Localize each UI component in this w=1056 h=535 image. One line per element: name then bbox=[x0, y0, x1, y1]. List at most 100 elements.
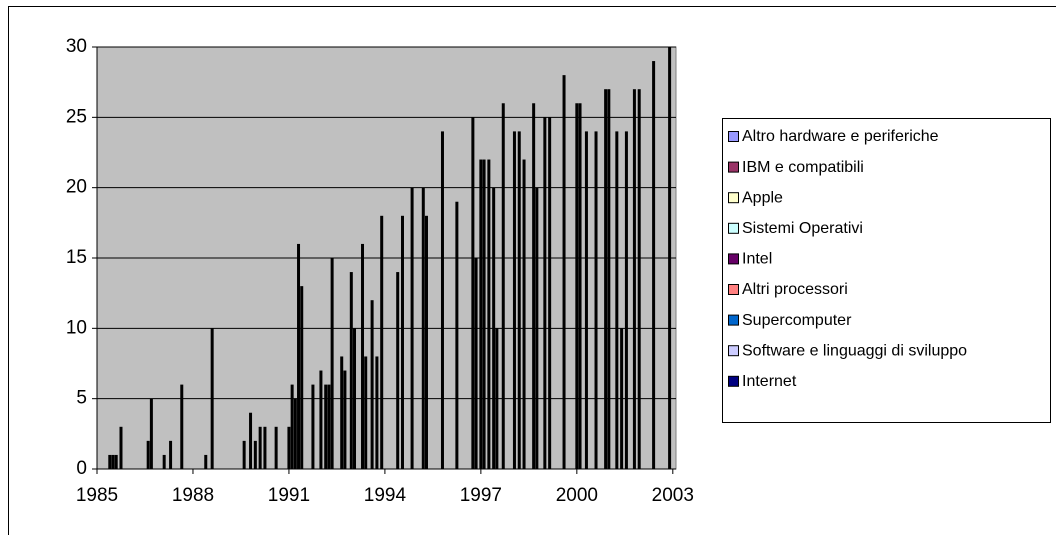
bar bbox=[111, 454, 115, 469]
x-tick-label: 1988 bbox=[172, 485, 214, 506]
bar bbox=[343, 370, 347, 469]
bar bbox=[522, 159, 526, 470]
legend-swatch bbox=[728, 222, 739, 234]
bar bbox=[543, 117, 547, 469]
bar bbox=[517, 131, 521, 469]
legend-label: Sistemi Operativi bbox=[742, 220, 863, 237]
legend-label: Altro hardware e periferiche bbox=[742, 128, 939, 145]
bar bbox=[421, 187, 425, 469]
bar bbox=[258, 426, 262, 469]
bar bbox=[349, 272, 353, 469]
y-tick-label: 20 bbox=[66, 177, 87, 198]
bar bbox=[297, 243, 301, 469]
bar bbox=[578, 103, 582, 470]
bar bbox=[380, 215, 384, 469]
bar bbox=[548, 117, 552, 469]
bar bbox=[492, 187, 496, 469]
bar bbox=[287, 426, 291, 469]
legend-swatch bbox=[728, 284, 739, 295]
x-tick-label: 2003 bbox=[652, 485, 694, 506]
legend-swatch bbox=[728, 253, 739, 265]
x-tick-label: 1985 bbox=[76, 485, 118, 506]
y-tick-label: 10 bbox=[66, 317, 87, 338]
bar bbox=[615, 131, 619, 469]
bar bbox=[501, 103, 505, 470]
x-tick-label: 1991 bbox=[268, 485, 310, 506]
bar bbox=[512, 131, 516, 469]
bar bbox=[249, 412, 253, 469]
legend bbox=[722, 118, 1051, 423]
x-tick-label: 1997 bbox=[460, 485, 502, 506]
bar bbox=[180, 384, 184, 469]
bar bbox=[440, 131, 444, 469]
bar bbox=[119, 426, 123, 469]
bar bbox=[471, 117, 475, 469]
bar bbox=[562, 75, 566, 469]
legend-swatch bbox=[728, 314, 739, 326]
bar bbox=[396, 272, 400, 469]
bar bbox=[495, 328, 499, 469]
bar bbox=[242, 440, 246, 469]
legend-label: Software e linguaggi di sviluppo bbox=[742, 342, 967, 359]
bar bbox=[410, 187, 414, 469]
bar bbox=[361, 243, 365, 469]
bar bbox=[311, 384, 315, 469]
bar bbox=[364, 356, 368, 469]
legend-label: Apple bbox=[742, 189, 783, 206]
bar bbox=[584, 131, 588, 469]
bar bbox=[479, 159, 483, 470]
bar bbox=[652, 61, 656, 470]
bar bbox=[340, 356, 344, 469]
y-tick-label: 5 bbox=[76, 388, 87, 409]
bar bbox=[114, 454, 118, 469]
legend-swatch bbox=[728, 345, 739, 357]
bar bbox=[210, 328, 214, 469]
bar bbox=[319, 370, 323, 469]
x-tick-label: 1994 bbox=[364, 485, 407, 506]
y-tick-label: 15 bbox=[66, 247, 87, 268]
bar bbox=[532, 103, 536, 470]
bar bbox=[474, 258, 478, 469]
bar bbox=[327, 384, 331, 469]
bar bbox=[400, 215, 404, 469]
legend-label: Internet bbox=[742, 373, 797, 390]
bar bbox=[487, 159, 491, 470]
bar bbox=[169, 440, 173, 469]
bar bbox=[620, 328, 624, 469]
bar bbox=[604, 89, 608, 469]
bar bbox=[330, 258, 334, 469]
bar bbox=[300, 286, 304, 469]
x-tick-label: 2000 bbox=[556, 485, 598, 506]
legend-swatch bbox=[728, 192, 739, 204]
bar bbox=[293, 398, 297, 469]
legend-swatch bbox=[728, 375, 739, 387]
bar bbox=[607, 89, 611, 469]
bar bbox=[424, 215, 428, 469]
bar bbox=[149, 398, 153, 469]
bar bbox=[535, 187, 539, 469]
bar bbox=[162, 454, 166, 469]
bar bbox=[146, 440, 150, 469]
legend-swatch bbox=[728, 131, 739, 142]
bar bbox=[353, 328, 357, 469]
y-tick-label: 30 bbox=[66, 36, 87, 57]
bar bbox=[253, 440, 257, 469]
bar bbox=[204, 454, 208, 469]
legend-swatch bbox=[728, 161, 739, 173]
bar bbox=[594, 131, 598, 469]
bar bbox=[482, 159, 486, 470]
bar bbox=[637, 89, 641, 469]
y-tick-label: 25 bbox=[66, 106, 87, 127]
bar bbox=[668, 47, 672, 469]
bar bbox=[375, 356, 379, 469]
bar bbox=[290, 384, 294, 469]
bar bbox=[324, 384, 328, 469]
legend-label: IBM e compatibili bbox=[742, 159, 864, 176]
legend-label: Altri processori bbox=[742, 281, 848, 298]
bar bbox=[455, 201, 459, 469]
legend-label: Intel bbox=[742, 251, 772, 268]
legend-label: Supercomputer bbox=[742, 312, 852, 329]
bar bbox=[263, 426, 267, 469]
bar bbox=[274, 426, 278, 469]
